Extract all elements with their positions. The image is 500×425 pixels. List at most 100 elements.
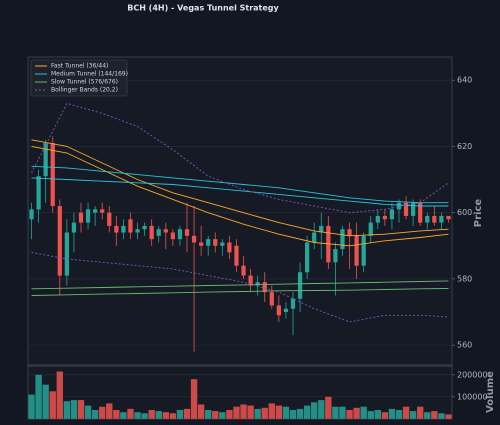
overlay-line [31,177,449,207]
volume-bar [35,374,42,419]
candle-body [439,215,444,223]
volume-bar [289,410,297,419]
volume-bar [134,412,141,419]
candle-body [149,225,154,240]
volume-bar [247,405,254,419]
candle-body [312,232,317,243]
volume-bar [233,406,240,419]
candle-body [29,209,34,220]
candle-body [50,143,55,207]
volume-bar [367,411,374,419]
y-axis-label: Price [473,199,484,228]
volume-bar [311,402,318,419]
candle-body [248,275,253,286]
volume-bar [113,410,120,419]
volume-bar [282,406,290,419]
volume-axis-label: Volume [485,371,496,413]
candle-body [297,272,303,299]
volume-bar [268,403,275,419]
candle-body [241,265,246,276]
volume-bar [395,410,403,419]
volume-bar [409,411,417,419]
candle-body [220,242,225,246]
volume-bar [120,412,127,419]
volume-bar [155,411,162,419]
volume-bar [318,400,325,419]
candle-body [93,209,98,213]
candle-body [43,143,48,177]
candle-body [290,298,296,309]
price-panel [27,56,453,366]
candle-body [142,225,147,230]
volume-bar [402,406,410,419]
candle-body [319,225,324,233]
volume-bar [388,408,396,419]
candle-body [57,206,62,276]
volume-bar [141,413,148,419]
candle-body [191,235,197,243]
volume-bar [417,406,424,419]
legend: Fast Tunnel (36/44)Medium Tunnel (144/16… [30,59,128,97]
candle-body [128,219,133,233]
candle-body [276,305,281,316]
volume-bar [106,403,113,419]
candle-body [432,215,437,223]
y-tick-label: 580 [457,274,472,283]
volume-bar [205,410,212,419]
y-tick-label: 640 [457,76,472,85]
volume-bar [212,411,219,419]
candle-body [71,222,77,233]
volume-bar [42,384,49,419]
candle-body [156,229,161,236]
overlay-line [31,139,449,237]
volume-bar [296,408,304,419]
legend-label: Slow Tunnel (576/676) [51,79,118,86]
volume-bar [99,406,106,419]
overlay-line [31,288,449,296]
volume-bar [70,400,78,419]
overlay-line [31,165,449,204]
volume-bar [424,412,431,419]
volume-bar [226,410,233,419]
volume-bar [325,396,332,419]
candle-body [347,229,352,236]
candle-body [135,229,140,233]
volume-bar [63,401,71,419]
candle-body [114,225,119,233]
overlay-line [31,102,449,214]
volume-bar [28,394,35,419]
candle-body [206,239,211,246]
candle-body [213,239,218,246]
candle-body [340,229,345,250]
candle-body [382,215,387,220]
volume-panel [27,365,453,420]
volume-bar [176,410,184,419]
candle-body [227,242,232,253]
volume-bar [148,410,155,419]
candle-body [389,209,395,220]
volume-bar [431,411,438,419]
candle-body [446,215,451,220]
chart-title: BCH (4H) - Vegas Tunnel Strategy [127,4,279,13]
volume-bar [190,379,198,419]
candle-body [262,282,267,293]
y-tick-label: 200000 [457,370,488,379]
candle-body [333,249,338,263]
volume-bar [254,408,261,419]
volume-bar [261,407,268,419]
volume-bar [353,407,360,419]
candle-body [100,209,105,213]
volume-bar [381,412,389,419]
legend-label: Medium Tunnel (144/169) [51,71,128,78]
candle-body [177,229,183,240]
volume-bar [360,406,367,419]
candle-body [403,202,409,216]
volume-bar [303,405,311,419]
volume-bar [346,410,353,419]
legend-box [30,59,128,97]
y-tick-label: 100000 [457,392,488,401]
candle-body [163,229,168,233]
y-tick-label: 620 [457,142,472,151]
candle-body [199,242,204,246]
volume-bar [332,406,339,419]
